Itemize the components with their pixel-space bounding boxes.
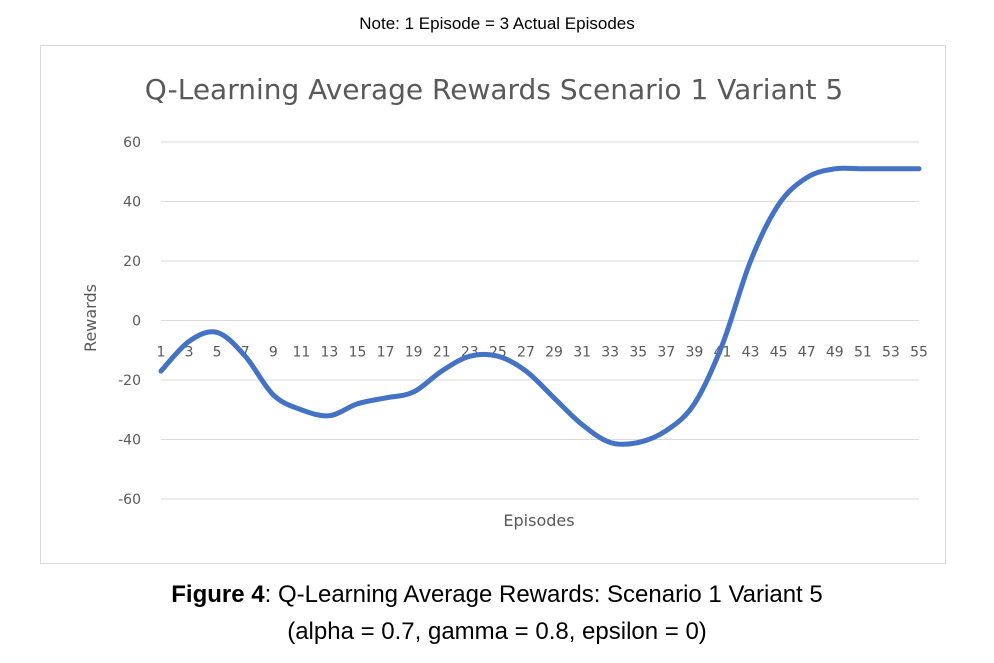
- y-axis-label: Rewards: [81, 284, 100, 352]
- y-tick-labels: 60 40 20 0 -20 -40 -60: [118, 135, 141, 508]
- gridlines: [161, 141, 919, 500]
- x-tick-label: 13: [321, 345, 339, 361]
- x-tick-label: 45: [770, 345, 788, 361]
- y-tick-label: 40: [123, 195, 141, 211]
- x-tick-label: 15: [349, 345, 367, 361]
- x-tick-label: 5: [213, 345, 222, 361]
- x-tick-label: 29: [545, 345, 563, 361]
- y-tick-label: 20: [123, 254, 141, 270]
- x-tick-label: 43: [742, 345, 760, 361]
- chart-title: Q-Learning Average Rewards Scenario 1 Va…: [145, 73, 843, 106]
- x-tick-label: 55: [910, 345, 928, 361]
- x-tick-label: 27: [517, 345, 535, 361]
- x-tick-label: 47: [798, 345, 816, 361]
- x-tick-label: 49: [826, 345, 844, 361]
- x-tick-label: 37: [657, 345, 675, 361]
- x-tick-labels: 1 3 5 7 9 11 13 15 17 19 21 23 25 27 29 31 33 35 37 39 41 43 4…: [157, 345, 928, 361]
- y-tick-label: -60: [118, 492, 141, 508]
- series-line: [158, 165, 922, 447]
- figure-caption-text: : Q-Learning Average Rewards: Scenario 1…: [264, 581, 823, 608]
- x-tick-label: 21: [433, 345, 451, 361]
- x-tick-label: 31: [573, 345, 591, 361]
- x-tick-label: 51: [854, 345, 872, 361]
- x-tick-label: 11: [292, 345, 310, 361]
- x-tick-label: 9: [269, 345, 278, 361]
- figure-label: Figure 4: [171, 581, 265, 608]
- x-tick-label: 53: [882, 345, 900, 361]
- line-chart: Q-Learning Average Rewards Scenario 1 Va…: [81, 73, 928, 530]
- x-tick-label: 19: [405, 345, 423, 361]
- x-tick-label: 1: [157, 345, 166, 361]
- y-tick-label: -40: [118, 433, 141, 449]
- figure-caption: Figure 4: Q-Learning Average Rewards: Sc…: [0, 581, 994, 609]
- y-tick-label: 60: [123, 135, 141, 151]
- chart-area: Q-Learning Average Rewards Scenario 1 Va…: [40, 45, 946, 564]
- y-tick-label: 0: [132, 314, 141, 330]
- note-text: Note: 1 Episode = 3 Actual Episodes: [359, 14, 635, 33]
- x-tick-label: 39: [685, 345, 703, 361]
- x-axis-label: Episodes: [503, 511, 574, 530]
- figure-parameters: (alpha = 0.7, gamma = 0.8, epsilon = 0): [287, 618, 707, 645]
- y-tick-label: -20: [118, 373, 141, 389]
- x-tick-label: 17: [377, 345, 395, 361]
- x-tick-label: 35: [629, 345, 647, 361]
- x-tick-label: 33: [601, 345, 619, 361]
- x-tick-label: 3: [185, 345, 194, 361]
